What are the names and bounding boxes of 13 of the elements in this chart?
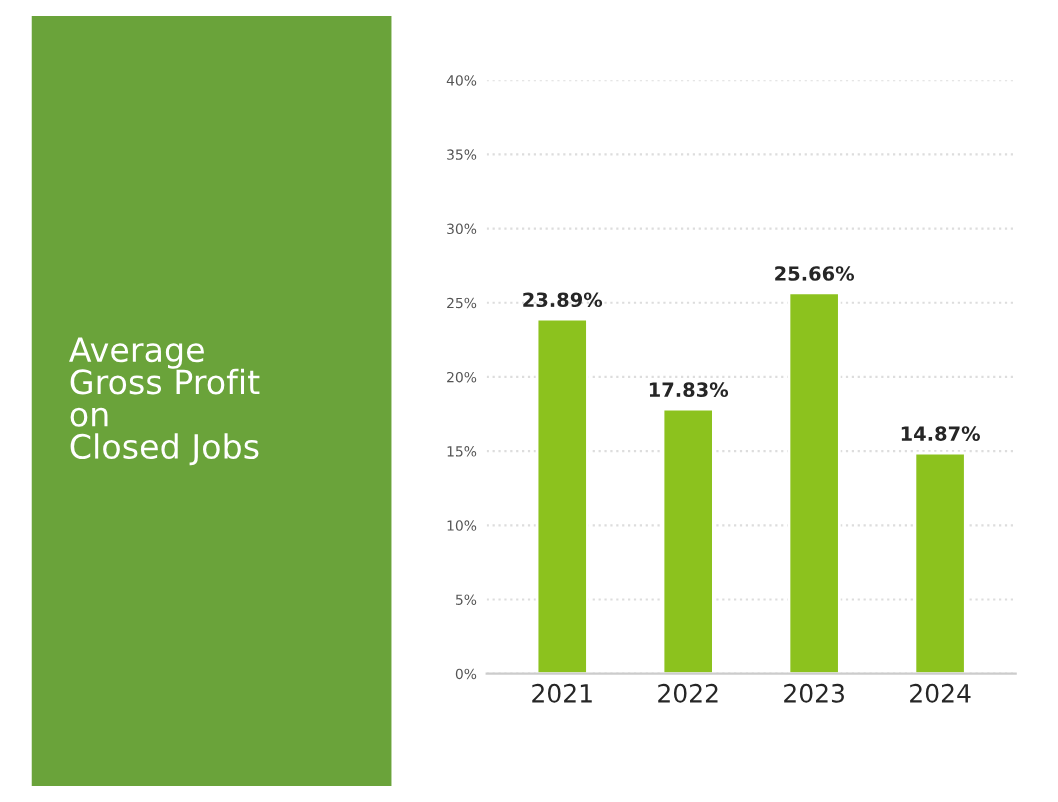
text: Average Gross Profit on Closed Jobs [69, 337, 260, 466]
x-tick-label: 2024 [910, 683, 971, 703]
x-tick-label: 2021 [532, 683, 592, 703]
data-label: 17.83% [649, 382, 729, 398]
x-tick-label: 2022 [658, 683, 718, 703]
bar [787, 291, 841, 674]
bar [661, 407, 715, 674]
data-label: 14.87% [901, 426, 980, 441]
data-label: 25.66% [775, 266, 855, 281]
data-label: 23.89% [523, 292, 603, 308]
bar [535, 317, 589, 674]
bar [913, 451, 967, 674]
x-tick-label: 2023 [784, 683, 844, 703]
